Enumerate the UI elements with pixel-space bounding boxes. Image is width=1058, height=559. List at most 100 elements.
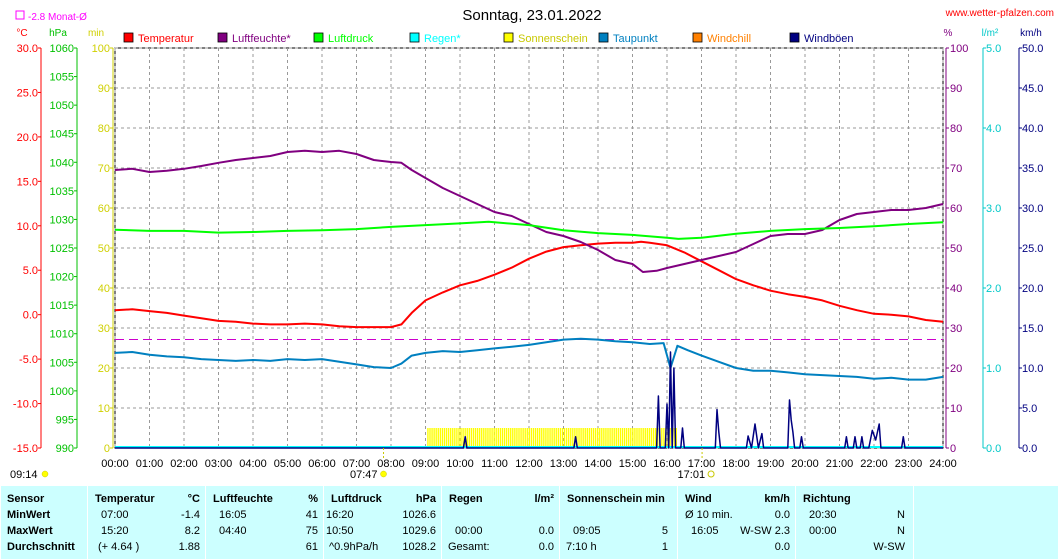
humidity-tick-label: 100 xyxy=(950,43,968,55)
temp-tick-label: -15.0 xyxy=(13,443,38,455)
stats-time: 16:05 xyxy=(219,509,247,521)
sunshine-bar xyxy=(485,428,487,448)
legend-item-label: Sonnenschein xyxy=(518,33,588,45)
x-tick-label: 20:00 xyxy=(791,458,819,470)
sunshine-bar xyxy=(603,428,605,448)
month-avg-legend-icon xyxy=(15,10,25,20)
sunshine-bar xyxy=(617,428,620,448)
stats-col-temperatur: Temperatur °C 07:00 15:20 (+ 4.64 ) -1.4… xyxy=(87,486,205,559)
sunshine-bar xyxy=(456,428,458,448)
x-tick-label: 03:00 xyxy=(205,458,233,470)
stats-value: N xyxy=(897,525,905,537)
legend-swatch xyxy=(217,32,228,43)
sunshine-bar xyxy=(613,428,615,448)
sunshine-bar xyxy=(516,428,518,448)
legend-item-label: Taupunkt xyxy=(613,33,658,45)
stats-value: 61 xyxy=(305,541,318,553)
sunshine-bar xyxy=(638,428,640,448)
pressure-tick-label: 1030 xyxy=(50,214,74,226)
wind-axis-unit: km/h xyxy=(1020,28,1042,39)
sun-tick-label: 0 xyxy=(104,443,110,455)
sunshine-bar xyxy=(650,428,653,448)
sunshine-bar xyxy=(445,428,448,448)
legend-swatch xyxy=(123,32,134,43)
temp-tick-label: 15.0 xyxy=(17,176,38,188)
pressure-tick-label: 1010 xyxy=(50,329,74,341)
sunshine-bar xyxy=(615,428,617,448)
stats-time: 20:30 xyxy=(809,509,837,521)
stats-time: ^0.9hPa/h xyxy=(329,541,379,553)
stats-row-label: MaxWert xyxy=(7,525,53,537)
wind-tick-label: 0.0 xyxy=(1022,443,1037,455)
stats-col-richtung: Richtung 20:30 00:00 N N W-SW xyxy=(795,486,913,559)
sunshine-bar xyxy=(495,428,497,448)
stats-value: 1 xyxy=(661,541,668,553)
stats-value: 0.0 xyxy=(538,525,554,537)
sunshine-bar xyxy=(636,428,638,448)
sunshine-bar xyxy=(578,428,580,448)
x-tick-label: 12:00 xyxy=(515,458,543,470)
sunshine-bar xyxy=(501,428,504,448)
x-tick-label: 04:00 xyxy=(239,458,267,470)
sunshine-bar xyxy=(661,428,663,448)
legend: Temperatur Luftfeuchte* Luftdruck Regen* Son… xyxy=(123,32,854,45)
sunshine-bar xyxy=(474,428,477,448)
website-label[interactable]: www.wetter-pfalzen.com xyxy=(945,8,1054,19)
rain-tick-label: 4.0 xyxy=(986,123,1001,135)
pressure-tick-label: 1020 xyxy=(50,272,74,284)
series-line-taupunkt xyxy=(114,337,944,381)
sunshine-bar xyxy=(483,428,485,448)
series-line-luftdruck xyxy=(114,220,944,240)
wind-tick-label: 20.0 xyxy=(1022,283,1043,295)
stats-value: 0.0 xyxy=(774,509,790,521)
humidity-tick-label: 60 xyxy=(950,203,962,215)
sun-axis-unit: min xyxy=(88,28,104,39)
legend-swatch xyxy=(598,32,609,43)
x-tick-label: 22:00 xyxy=(860,458,888,470)
sunshine-bar xyxy=(439,428,442,448)
sunshine-bar xyxy=(452,428,454,448)
stats-time: Gesamt: xyxy=(448,541,490,553)
pressure-tick-label: 1060 xyxy=(50,43,74,55)
humidity-tick-label: 90 xyxy=(950,83,962,95)
humidity-tick-label: 20 xyxy=(950,363,962,375)
humidity-tick-label: 50 xyxy=(950,243,962,255)
sunshine-bar xyxy=(468,428,471,448)
stats-unit-regen: l/m² xyxy=(534,493,554,505)
series-line-luftfeuchte xyxy=(114,149,944,273)
x-tick-label: 14:00 xyxy=(584,458,612,470)
wind-tick-label: 50.0 xyxy=(1022,43,1043,55)
sunshine-bar xyxy=(594,428,597,448)
legend-swatch xyxy=(503,32,514,43)
rain-tick-label: 0.0 xyxy=(986,443,1001,455)
sunshine-bar xyxy=(539,428,541,448)
stats-time: 04:40 xyxy=(219,525,247,537)
sunshine-bar xyxy=(536,428,539,448)
sunshine-bar xyxy=(609,428,611,448)
sunshine-bar xyxy=(675,428,678,448)
x-tick-label: 21:00 xyxy=(826,458,854,470)
sunshine-bar xyxy=(625,428,628,448)
sunrise-icon xyxy=(380,470,387,478)
temp-tick-label: 30.0 xyxy=(17,43,38,55)
stats-unit-luftdruck: hPa xyxy=(415,493,436,505)
stats-time: 7:10 h xyxy=(566,541,597,553)
stats-row-label: Durchschnitt xyxy=(7,541,75,553)
month-low-time-label: 09:14 xyxy=(10,469,38,481)
sunshine-bar xyxy=(530,428,533,448)
wind-tick-label: 15.0 xyxy=(1022,323,1043,335)
legend-swatch xyxy=(409,32,420,43)
legend-swatch xyxy=(692,32,703,43)
stats-value: 41 xyxy=(305,509,318,521)
sun-tick-label: 20 xyxy=(98,363,110,375)
sunshine-bar xyxy=(491,428,493,448)
sunrise-time-label: 07:47 xyxy=(350,469,378,481)
sunshine-bar xyxy=(462,428,464,448)
sunshine-bar xyxy=(628,428,630,448)
legend-item-label: Regen* xyxy=(424,33,461,45)
x-tick-label: 02:00 xyxy=(170,458,198,470)
stats-time: 09:05 xyxy=(573,525,601,537)
pressure-tick-label: 1055 xyxy=(50,72,74,84)
sunshine-bar xyxy=(458,428,460,448)
chart-title: Sonntag, 23.01.2022 xyxy=(462,7,601,24)
